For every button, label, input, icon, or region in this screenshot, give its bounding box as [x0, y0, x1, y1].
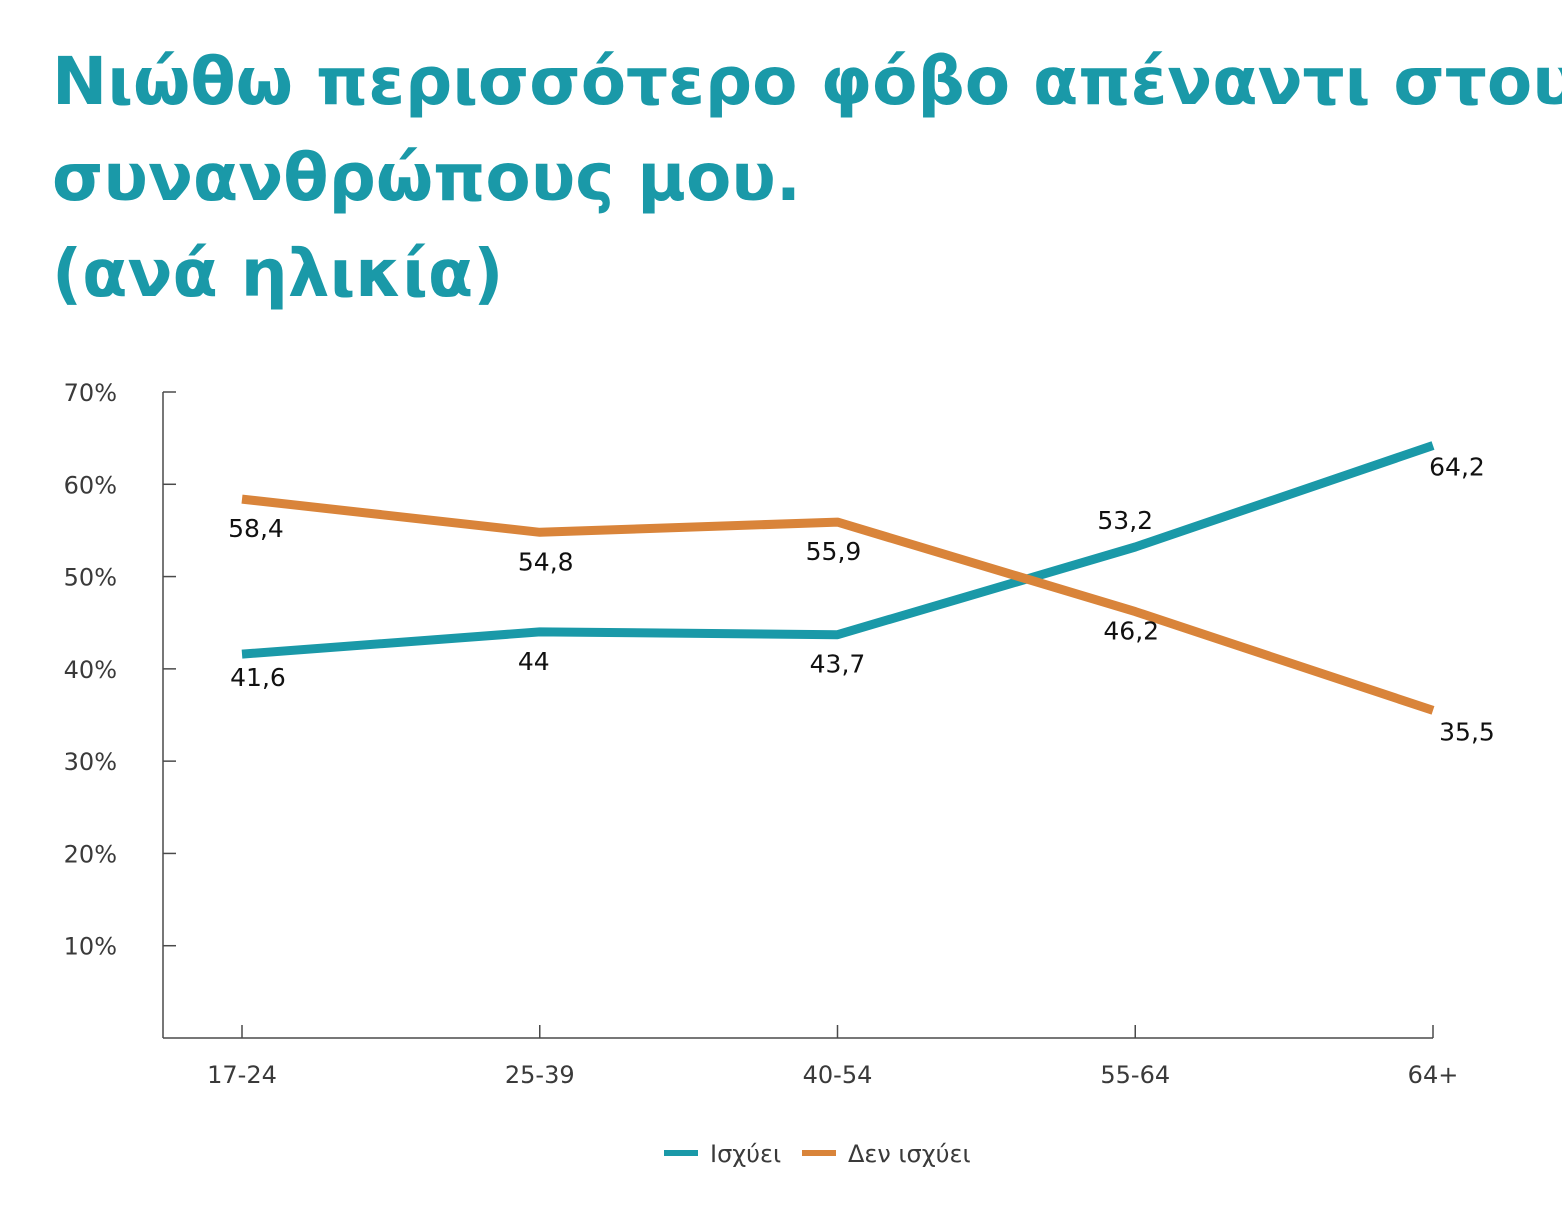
y-tick-label: 10%: [64, 933, 117, 961]
series-line-2: [241, 494, 1435, 715]
y-tick-label: 20%: [64, 840, 117, 868]
data-label: 35,5: [1439, 717, 1495, 746]
data-label: 55,9: [806, 537, 862, 566]
y-tick-label: 70%: [64, 379, 117, 407]
data-label: 54,8: [518, 547, 574, 576]
data-label: 41,6: [230, 663, 286, 692]
data-labels: 41,6 44 43,7 53,2 64,2 58,4 54,8 55,9 46,2 35,5: [228, 453, 1495, 747]
chart-legend: Ισχύει Δεν ισχύει: [664, 1140, 971, 1168]
x-tick-label: 17-24: [207, 1061, 277, 1089]
chart-title: Νιώθω περισσότερο φόβο απέναντι στους συ…: [52, 34, 1562, 322]
data-label: 53,2: [1097, 506, 1153, 535]
x-tick-label: 55-64: [1100, 1061, 1170, 1089]
series-line-1: [241, 441, 1435, 659]
data-label: 64,2: [1429, 453, 1485, 482]
chart-title-line-1: Νιώθω περισσότερο φόβο απέναντι στους: [52, 43, 1562, 120]
x-tick-label: 64+: [1408, 1061, 1459, 1089]
x-tick-label: 25-39: [505, 1061, 575, 1089]
chart-axes: 10% 20% 30% 40% 50% 60% 70% 17-24 25-39 40-54 55-6…: [64, 379, 1459, 1089]
legend-label: Δεν ισχύει: [848, 1140, 971, 1168]
y-tick-label: 30%: [64, 748, 117, 776]
data-label: 46,2: [1103, 617, 1159, 646]
y-tick-label: 40%: [64, 656, 117, 684]
y-tick-label: 60%: [64, 471, 117, 499]
chart-title-line-2: συνανθρώπους μου.: [52, 139, 801, 216]
y-tick-label: 50%: [64, 564, 117, 592]
data-label: 43,7: [810, 650, 866, 679]
legend-label: Ισχύει: [710, 1140, 781, 1168]
data-label: 44: [518, 647, 550, 676]
chart-title-line-3: (ανά ηλικία): [52, 235, 504, 312]
data-label: 58,4: [228, 514, 284, 543]
series-lines: [241, 441, 1435, 715]
x-tick-label: 40-54: [803, 1061, 873, 1089]
